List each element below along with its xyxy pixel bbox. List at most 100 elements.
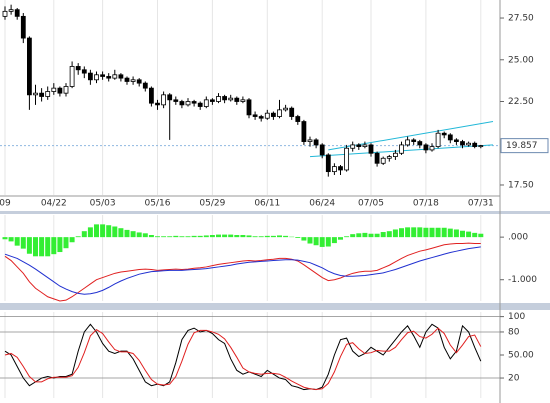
candle-body	[63, 86, 69, 94]
candle-body	[374, 152, 380, 164]
candle-body	[252, 114, 258, 117]
candle-body	[417, 141, 423, 146]
histogram-bar	[399, 228, 404, 238]
histogram-bar	[2, 237, 8, 240]
candle-body	[20, 15, 26, 39]
histogram-bar	[331, 237, 337, 244]
candle-body	[2, 10, 8, 17]
histogram-bar	[185, 236, 191, 238]
candle-body	[289, 107, 295, 117]
histogram-bar	[453, 229, 459, 238]
histogram-bar	[350, 234, 356, 238]
candle-body	[307, 139, 313, 142]
histogram-bar	[51, 237, 57, 255]
histogram-bar	[69, 237, 75, 243]
y-tick-label: 22.50	[508, 97, 534, 107]
y-tick-label: 50.00	[508, 351, 534, 361]
candle-body	[344, 147, 350, 171]
candle-body	[362, 144, 368, 147]
candle-body	[106, 76, 112, 79]
histogram-bar	[423, 227, 429, 238]
histogram-bar	[142, 233, 148, 238]
candle-body	[399, 144, 404, 154]
candle-body	[100, 74, 105, 77]
x-tick-label: 05/29	[199, 199, 225, 209]
candle-body	[338, 166, 343, 171]
y-tick-label: 27.50	[508, 14, 534, 24]
histogram-bar	[246, 235, 252, 238]
histogram-bar	[429, 227, 435, 238]
histogram-bar	[380, 232, 386, 238]
histogram-bar	[460, 230, 465, 238]
candle-body	[136, 79, 142, 84]
panel-separator	[0, 303, 550, 310]
candle-body	[478, 145, 484, 148]
candle-body	[118, 74, 124, 79]
histogram-bar	[392, 229, 398, 238]
candle-body	[453, 139, 459, 142]
histogram-bar	[203, 235, 209, 238]
candle-body	[246, 99, 252, 116]
histogram-bar	[148, 235, 154, 238]
candle-body	[270, 112, 276, 117]
candle-body	[277, 109, 282, 117]
candle-body	[405, 139, 411, 146]
candle-body	[112, 74, 118, 79]
candle-body	[161, 94, 167, 106]
candle-body	[301, 121, 307, 142]
x-tick-label: 06/11	[254, 199, 280, 209]
histogram-bar	[81, 231, 87, 238]
histogram-bar	[63, 237, 69, 249]
histogram-bar	[191, 235, 197, 238]
candle-body	[319, 144, 325, 156]
histogram-bar	[252, 236, 258, 238]
candle-body	[39, 92, 44, 97]
candle-body	[167, 94, 173, 101]
last-price-box	[500, 138, 549, 154]
candle-body	[209, 99, 215, 102]
candle-body	[325, 154, 331, 173]
candle-body	[331, 166, 337, 173]
indicator-line	[4, 327, 482, 391]
candle-body	[392, 152, 398, 158]
histogram-bar	[112, 226, 118, 238]
candle-body	[155, 102, 160, 106]
indicator-line	[4, 242, 481, 302]
x-tick-label: 04/22	[41, 199, 67, 209]
candle-body	[33, 92, 38, 96]
histogram-bar	[313, 237, 319, 246]
x-tick-label: 06/24	[309, 199, 335, 209]
candle-body	[51, 87, 57, 92]
histogram-bar	[234, 235, 240, 238]
histogram-bar	[124, 229, 130, 238]
candle-body	[295, 116, 301, 122]
histogram-bar	[155, 236, 160, 238]
candle-body	[264, 112, 270, 119]
histogram-bar	[478, 233, 484, 238]
histogram-bar	[264, 235, 270, 238]
histogram-bar	[130, 231, 136, 238]
candle-body	[447, 134, 453, 141]
candle-body	[14, 9, 20, 17]
candle-body	[75, 66, 81, 71]
histogram-bar	[362, 232, 368, 238]
histogram-bar	[319, 237, 325, 247]
histogram-bar	[87, 227, 93, 238]
panel-separator	[0, 211, 550, 214]
histogram-bar	[307, 237, 313, 244]
candle-body	[234, 97, 240, 102]
candle-body	[411, 139, 417, 142]
x-tick-label: 07/31	[468, 199, 494, 209]
trendline	[328, 121, 494, 151]
histogram-bar	[118, 228, 124, 238]
x-tick-label: 09	[0, 199, 11, 209]
histogram-bar	[295, 237, 301, 238]
y-tick-label: 80	[508, 327, 520, 337]
histogram-bar	[270, 235, 276, 238]
histogram-bar	[283, 235, 289, 238]
histogram-bar	[447, 228, 453, 238]
histogram-bar	[228, 234, 234, 238]
histogram-bar	[106, 225, 112, 238]
histogram-bar	[100, 224, 106, 238]
candle-body	[386, 156, 392, 159]
